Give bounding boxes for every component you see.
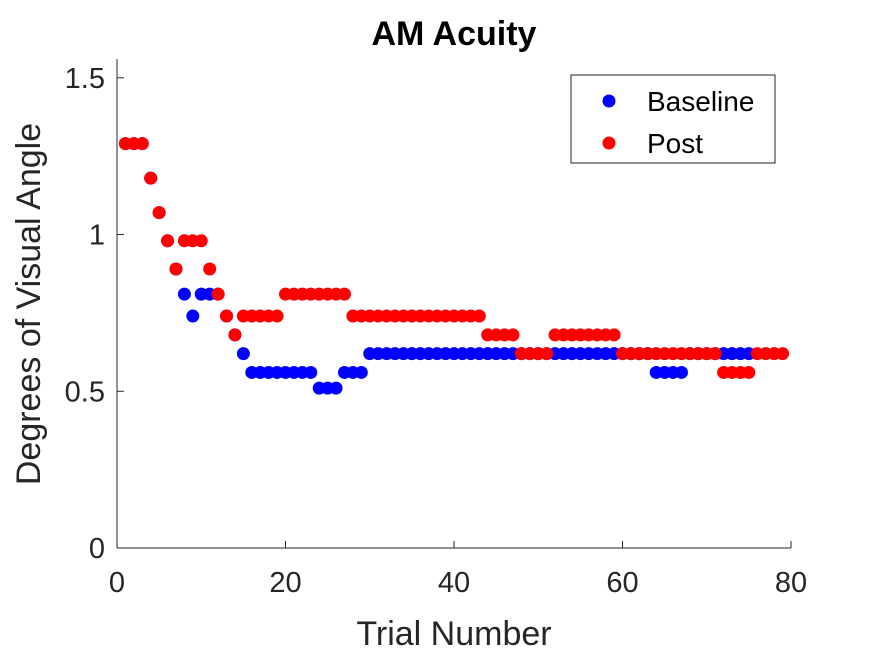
data-point-post [144, 171, 158, 185]
legend: Baseline Post [570, 74, 776, 164]
data-point-post [742, 365, 756, 379]
data-point-post [169, 262, 183, 276]
data-point-baseline [329, 381, 343, 395]
data-point-post [220, 309, 234, 323]
data-point-post [194, 234, 208, 248]
legend-label-post: Post [647, 128, 703, 159]
x-tick-label: 80 [775, 567, 807, 599]
legend-marker-baseline [602, 94, 616, 108]
chart-title: AM Acuity [372, 15, 537, 53]
x-tick-label: 20 [269, 567, 301, 599]
data-point-baseline [186, 309, 200, 323]
legend-box [570, 74, 776, 164]
data-point-baseline [236, 347, 250, 361]
data-point-post [228, 328, 242, 342]
data-point-post [506, 328, 520, 342]
data-point-post [135, 137, 149, 151]
y-tick-label: 1 [89, 220, 105, 252]
data-point-post [337, 287, 351, 301]
y-tick-label: 1.5 [65, 63, 105, 95]
data-point-baseline [674, 365, 688, 379]
data-point-post [270, 309, 284, 323]
y-tick-label: 0.5 [65, 376, 105, 408]
x-axis: 0 20 40 60 80 [109, 541, 807, 599]
x-tick-label: 40 [438, 567, 470, 599]
x-tick-label: 60 [606, 567, 638, 599]
legend-marker-post [602, 136, 616, 150]
y-axis: 0 0.5 1 1.5 [65, 59, 124, 565]
data-point-baseline [304, 365, 318, 379]
legend-label-baseline: Baseline [647, 86, 754, 117]
series-post [118, 137, 790, 379]
data-point-post [607, 328, 621, 342]
data-point-post [472, 309, 486, 323]
y-axis-label: Degrees of Visual Angle [10, 123, 48, 485]
x-axis-label: Trial Number [356, 615, 551, 653]
plot-area [118, 137, 790, 395]
x-tick-label: 0 [109, 567, 125, 599]
data-point-post [152, 206, 166, 220]
data-point-post [161, 234, 175, 248]
data-point-post [203, 262, 217, 276]
y-tick-label: 0 [89, 533, 105, 565]
data-point-post [211, 287, 225, 301]
data-point-baseline [354, 365, 368, 379]
data-point-post [540, 347, 554, 361]
data-point-baseline [177, 287, 191, 301]
data-point-post [708, 347, 722, 361]
data-point-post [776, 347, 790, 361]
